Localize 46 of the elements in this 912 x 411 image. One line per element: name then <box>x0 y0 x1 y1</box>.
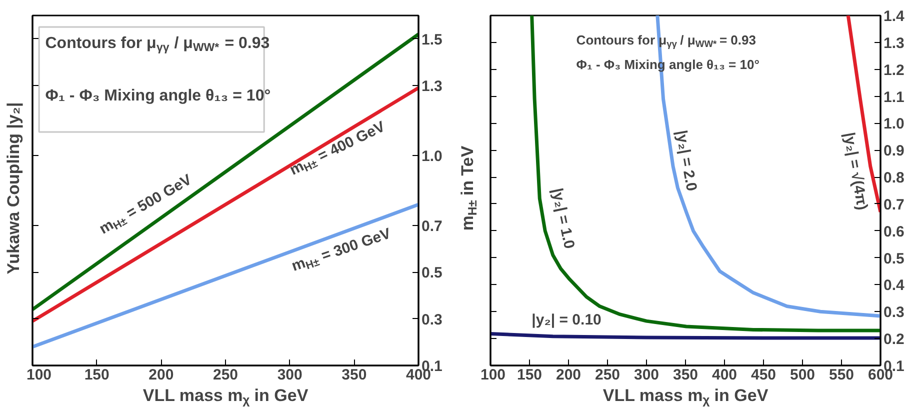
y-tick-label: 1.3 <box>422 78 442 95</box>
y-tick-label: 0.7 <box>422 218 442 235</box>
y-tick-label: 1.2 <box>884 62 904 79</box>
x-tick-label: 250 <box>594 366 620 384</box>
x-tick-label: 300 <box>277 366 302 384</box>
annotation: |y₂| = 0.10 <box>532 312 602 328</box>
y-tick-label: 0.2 <box>884 331 904 348</box>
x-tick-label: 550 <box>828 366 854 384</box>
annotation: mH± = 300 GeV <box>290 225 394 275</box>
y-axis-title: Yukawa Coupling |y₂| <box>4 102 23 274</box>
y-tick-label: 0.3 <box>422 311 442 328</box>
x-tick-label: 100 <box>480 366 506 384</box>
y-tick-label: 0.5 <box>884 250 904 268</box>
y-tick-label: 1.3 <box>884 34 904 52</box>
y-tick-label: 1.0 <box>884 116 904 133</box>
annotation: mH± = 400 GeV <box>287 118 388 179</box>
y-tick-label: 1.0 <box>422 148 442 165</box>
x-tick-label: 350 <box>342 366 367 384</box>
x-tick-label: 500 <box>790 366 816 384</box>
y-tick-label: 1.1 <box>884 88 904 106</box>
annotation: |y₂| = 2.0 <box>672 129 700 192</box>
y-tick-label: 1.4 <box>884 8 906 25</box>
y-tick-label: 0.5 <box>422 264 442 282</box>
line-series <box>530 16 880 332</box>
annotation: mH± = 500 GeV <box>96 171 195 238</box>
x-tick-label: 250 <box>212 366 238 384</box>
y-tick-label: 0.4 <box>884 277 906 294</box>
y-axis-title: mH± in TeV <box>458 145 480 231</box>
y-tick-label: 0.9 <box>884 142 904 160</box>
y-tick-label: 0.7 <box>884 196 904 214</box>
x-tick-label: 200 <box>556 366 582 384</box>
x-tick-label: 150 <box>84 366 110 384</box>
x-tick-label: 300 <box>634 366 660 384</box>
x-tick-label: 100 <box>26 366 52 384</box>
y-tick-label: 1.5 <box>422 31 442 48</box>
y-tick-label: 0.6 <box>884 223 904 240</box>
annotation: |y₂| = √(4π) <box>840 131 871 212</box>
annotation: |y₂| = 1.0 <box>548 186 578 250</box>
annotation: Φ₁ - Φ₃ Mixing angle θ₁₃ = 10° <box>45 88 271 104</box>
y-tick-label: 0.8 <box>884 170 904 187</box>
y-tick-label: 0.3 <box>884 304 904 322</box>
x-tick-label: 450 <box>750 366 776 384</box>
x-tick-label: 400 <box>712 366 738 384</box>
x-tick-label: 200 <box>148 366 174 384</box>
x-tick-label: 150 <box>516 366 542 384</box>
x-tick-label: 350 <box>672 366 698 384</box>
